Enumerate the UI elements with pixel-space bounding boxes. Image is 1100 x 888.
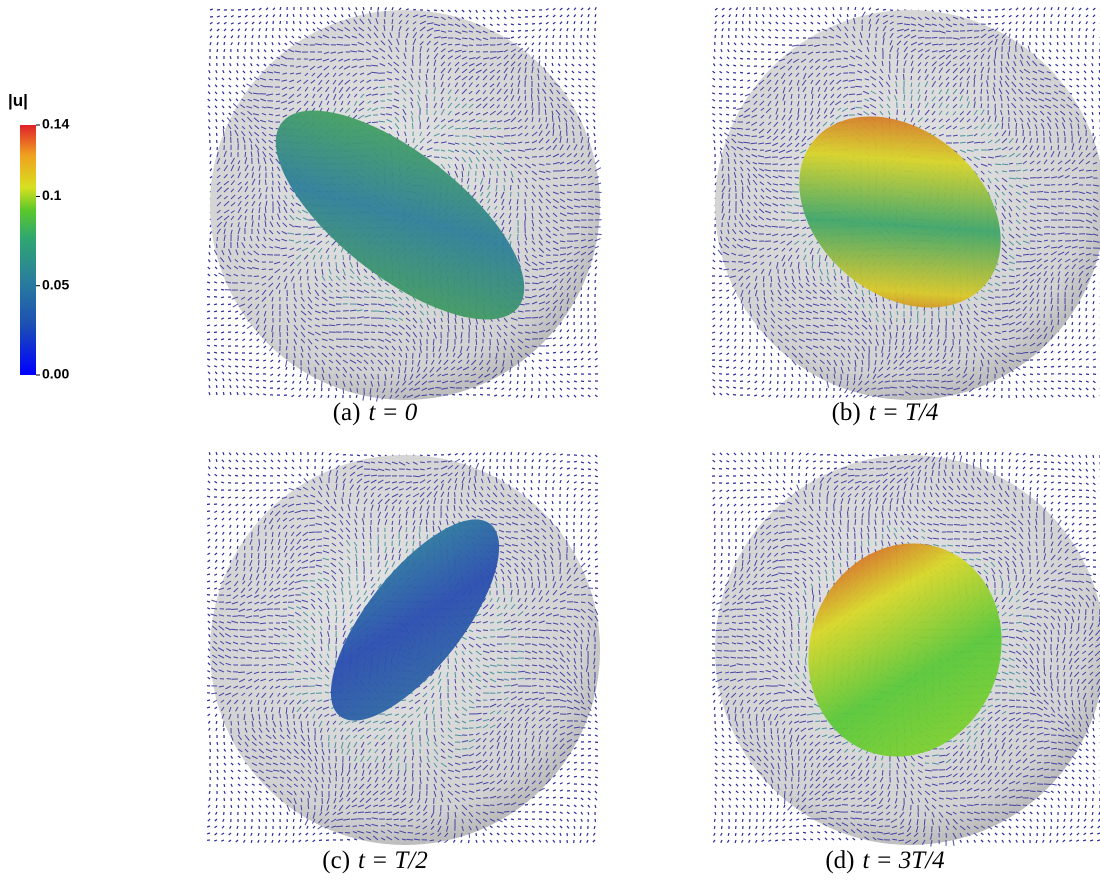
droplet xyxy=(330,519,500,721)
droplet xyxy=(808,543,1002,757)
colorbar-title: |u| xyxy=(8,91,28,110)
caption-tag: (b) xyxy=(832,399,861,426)
caption: (c) t = T/2 xyxy=(322,847,427,874)
arrow-field-outer xyxy=(711,6,1100,399)
arrow-field xyxy=(715,455,1100,847)
caption-tag: (a) xyxy=(333,399,361,426)
caption-expr: t = 0 xyxy=(368,399,417,426)
colorbar-ramp xyxy=(20,125,36,375)
arrow-field-outer xyxy=(206,451,599,844)
panel: (d) t = 3T/4 xyxy=(711,451,1100,874)
droplet xyxy=(799,116,1001,308)
caption-expr: t = T/4 xyxy=(869,399,939,426)
arrow-field-outer xyxy=(206,6,599,399)
colorbar-tick-label: 0.1 xyxy=(42,187,62,203)
colorbar-tick-label: 0.14 xyxy=(42,116,69,132)
panels: (a) t = 0 (b) t = T/4 (c) t = T/2 (d) t = 3T/4 xyxy=(206,6,1100,874)
panel: (b) t = T/4 xyxy=(711,6,1100,426)
panel: (c) t = T/2 xyxy=(206,451,600,874)
colorbar-tick-label: 0.05 xyxy=(42,276,69,292)
caption: (b) t = T/4 xyxy=(832,399,939,426)
arrow-field-outer xyxy=(711,451,1100,844)
caption: (d) t = 3T/4 xyxy=(825,847,944,874)
caption-expr: t = 3T/4 xyxy=(862,847,944,874)
droplet xyxy=(275,110,525,320)
colorbar-tick-label: 0.00 xyxy=(42,366,69,382)
caption: (a) t = 0 xyxy=(333,399,418,426)
caption-tag: (d) xyxy=(825,847,854,874)
caption-tag: (c) xyxy=(322,847,350,874)
arrow-field xyxy=(717,11,1100,399)
caption-expr: t = T/2 xyxy=(358,847,428,874)
panel: (a) t = 0 xyxy=(206,6,602,426)
colorbar: |u| 0.00 0.05 0.1 0.14 xyxy=(8,91,69,382)
